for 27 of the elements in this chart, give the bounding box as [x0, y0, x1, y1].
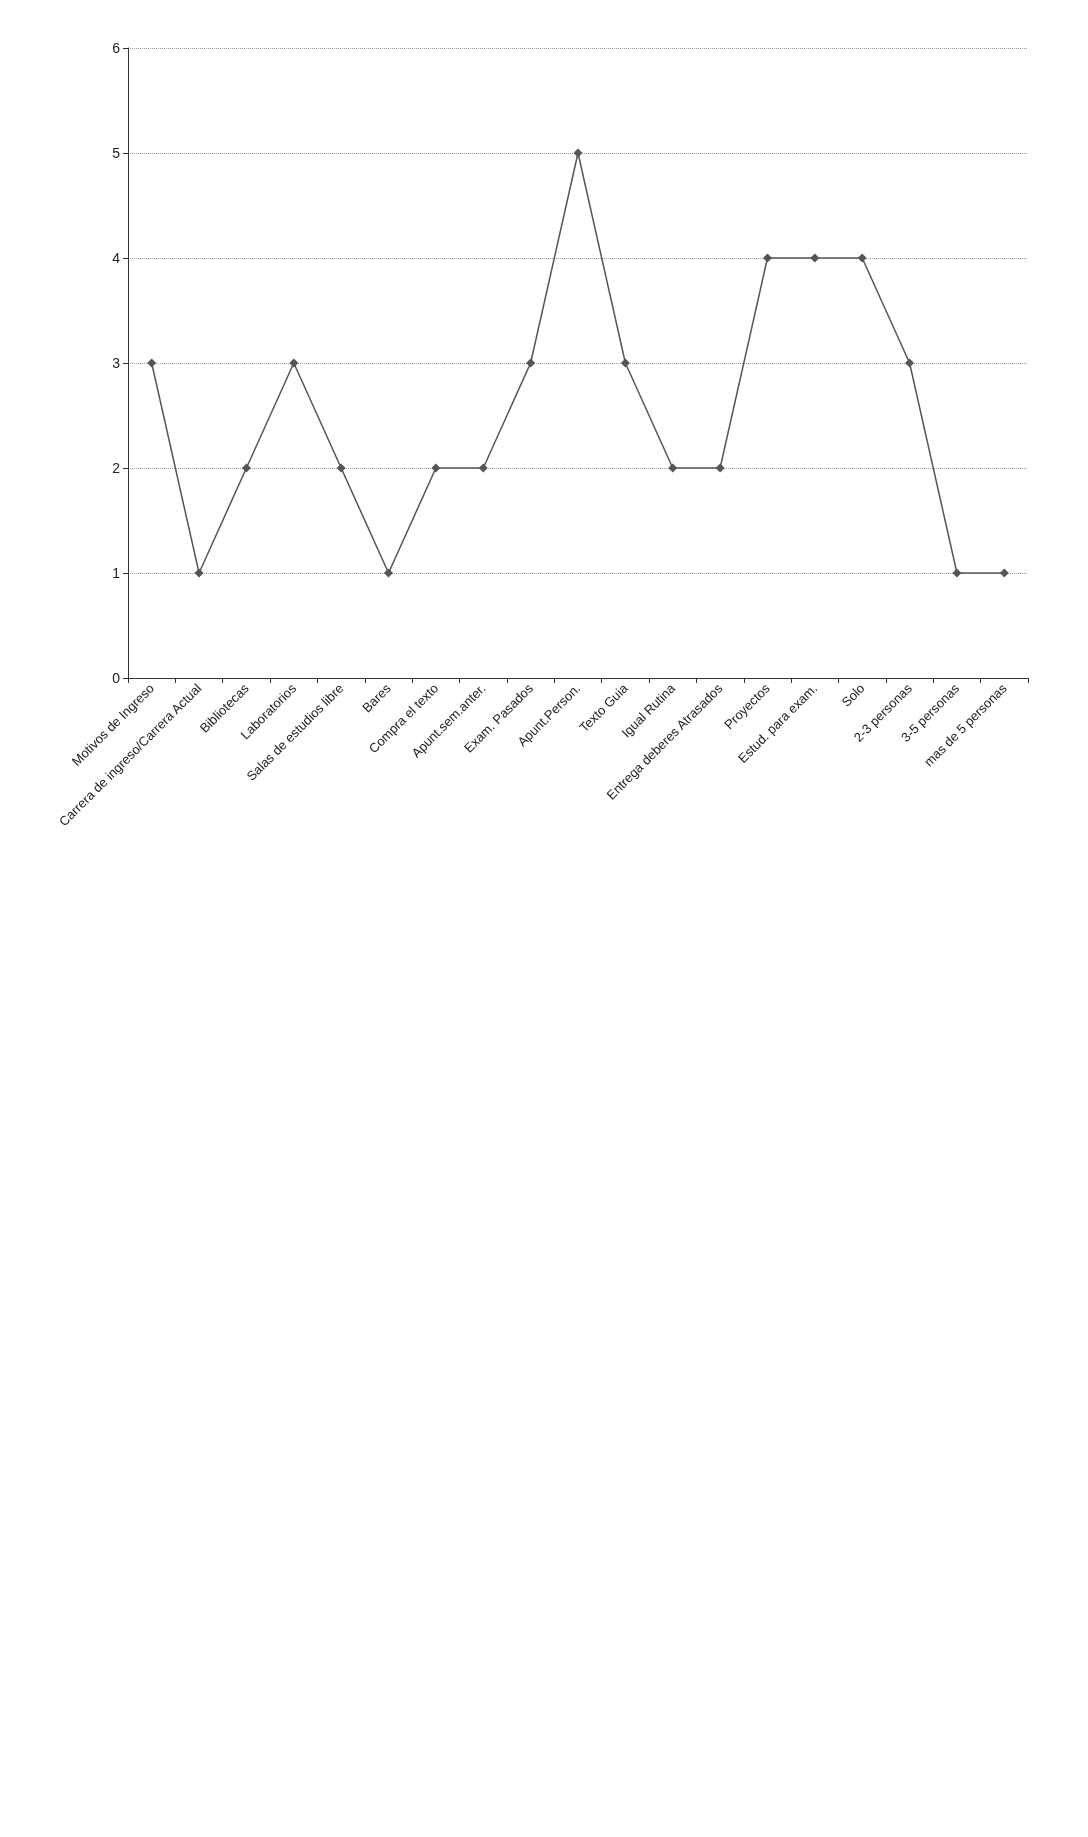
point	[905, 358, 915, 368]
point	[147, 358, 157, 368]
point	[573, 148, 583, 158]
point	[241, 463, 251, 473]
point	[620, 358, 630, 368]
y-tick-label: 1	[112, 565, 121, 581]
point	[289, 358, 299, 368]
point	[762, 253, 772, 263]
point	[857, 253, 867, 263]
point	[336, 463, 346, 473]
point	[999, 568, 1009, 578]
y-tick-label: 6	[112, 40, 121, 56]
point	[715, 463, 725, 473]
x-tick-label: Solo	[838, 680, 868, 710]
point	[526, 358, 536, 368]
point	[194, 568, 204, 578]
point	[810, 253, 820, 263]
y-tick-label: 5	[112, 145, 121, 161]
y-tick-label: 4	[112, 250, 121, 266]
point	[668, 463, 678, 473]
y-tick-label: 3	[112, 355, 121, 371]
point	[384, 568, 394, 578]
y-tick-label: 0	[112, 670, 121, 686]
point	[952, 568, 962, 578]
point	[431, 463, 441, 473]
point	[478, 463, 488, 473]
y-tick-label: 2	[112, 460, 121, 476]
